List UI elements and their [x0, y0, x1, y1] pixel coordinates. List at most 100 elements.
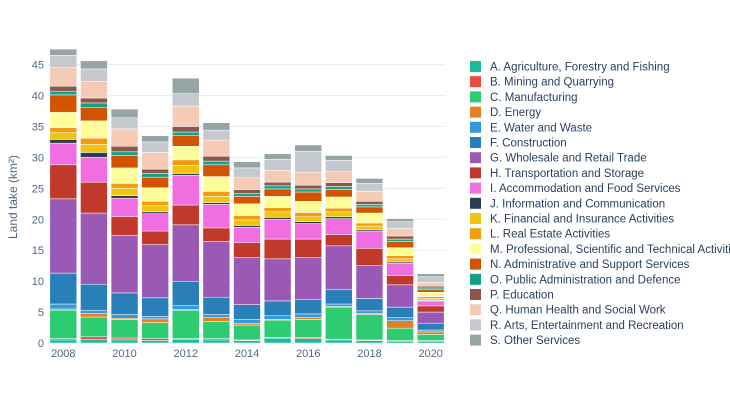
- bar-segment: [141, 173, 169, 178]
- legend-label: H. Transportation and Storage: [490, 168, 644, 180]
- legend-item[interactable]: P. Education: [470, 289, 554, 302]
- bar-segment: [325, 182, 353, 187]
- bar-segment: [172, 165, 200, 174]
- legend-item[interactable]: H. Transportation and Storage: [470, 167, 644, 180]
- legend-item[interactable]: R. Arts, Entertainment and Recreation: [470, 319, 684, 332]
- bar-segment: [80, 81, 108, 99]
- bar-segment: [172, 135, 200, 147]
- legend-item[interactable]: B. Mining and Quarrying: [470, 76, 614, 89]
- x-tick-label: 2016: [296, 348, 320, 360]
- bar-segment: [416, 305, 445, 313]
- bar-segment: [233, 227, 261, 244]
- bar-segment: [355, 230, 384, 249]
- bar-stack-2015: [263, 153, 292, 344]
- bar-segment: [325, 245, 353, 291]
- legend-item[interactable]: I. Accommodation and Food Services: [470, 182, 681, 196]
- bar-segment: [325, 339, 353, 344]
- bar-segment: [294, 319, 322, 338]
- bar-segment: [80, 120, 108, 139]
- bar-segment: [263, 185, 292, 190]
- bar-segment: [233, 340, 261, 344]
- legend-item[interactable]: O. Public Administration and Defence: [470, 273, 681, 287]
- bar-segment: [355, 314, 384, 341]
- bar-segment: [355, 178, 384, 184]
- bar-segment: [202, 129, 231, 141]
- bar-segment: [416, 287, 445, 291]
- legend-item[interactable]: A. Agriculture, Forestry and Fishing: [470, 61, 670, 74]
- bar-segment: [325, 211, 353, 218]
- bar-segment: [263, 158, 292, 171]
- bar-segment: [233, 215, 261, 221]
- bar-segment: [110, 197, 139, 218]
- legend-label: L. Real Estate Activities: [490, 229, 610, 241]
- bar-segment: [202, 241, 231, 298]
- bar-segment: [416, 273, 445, 278]
- bar-segment: [141, 316, 169, 320]
- legend-item[interactable]: E. Water and Waste: [470, 121, 592, 135]
- bar-segment: [263, 238, 292, 260]
- bar-segment: [294, 317, 322, 320]
- legend-swatch: [470, 273, 481, 285]
- legend-item[interactable]: L. Real Estate Activities: [470, 228, 610, 241]
- bar-segment: [233, 319, 261, 324]
- legend-label: N. Administrative and Support Services: [490, 259, 690, 271]
- bar-segment: [202, 164, 231, 177]
- bar-segment: [294, 257, 322, 300]
- legend-item[interactable]: M. Professional, Scientific and Technica…: [470, 243, 730, 256]
- bar-segment: [172, 175, 200, 206]
- bar-segment: [233, 242, 261, 258]
- legend-item[interactable]: Q. Human Health and Social Work: [470, 304, 666, 317]
- bar-segment: [172, 93, 200, 107]
- bar-segment: [325, 155, 353, 161]
- bar-segment: [49, 142, 78, 166]
- bar-segment: [355, 265, 384, 299]
- y-tick-label: 20: [32, 214, 44, 226]
- bar-segment: [141, 213, 169, 232]
- bar-segment: [416, 292, 445, 297]
- bar-segment: [386, 327, 414, 341]
- bar-segment: [49, 339, 78, 344]
- bar-segment: [386, 221, 414, 229]
- legend-item[interactable]: S. Other Services: [470, 334, 580, 348]
- legend-item[interactable]: N. Administrative and Support Services: [470, 258, 690, 272]
- bar-segment: [172, 281, 200, 306]
- legend-label: E. Water and Waste: [490, 122, 592, 134]
- bar-segment: [141, 135, 169, 143]
- x-tick-label: 2014: [235, 348, 259, 360]
- legend-item[interactable]: K. Financial and Insurance Activities: [470, 213, 674, 226]
- legend-item[interactable]: G. Wholesale and Retail Trade: [470, 152, 647, 165]
- bar-stack-2011: [141, 135, 169, 344]
- bar-segment: [80, 316, 108, 338]
- bar-segment: [172, 131, 200, 136]
- legend-item[interactable]: D. Energy: [470, 106, 541, 120]
- bar-segment: [202, 296, 231, 315]
- legend-item[interactable]: J. Information and Communication: [470, 197, 665, 211]
- bar-stack-2017: [325, 155, 353, 344]
- bar-segment: [202, 317, 231, 322]
- bar-segment: [80, 157, 108, 183]
- bar-segment: [110, 292, 139, 315]
- bar-segment: [202, 122, 231, 131]
- bar-segment: [80, 137, 108, 145]
- legend-label: F. Construction: [490, 138, 567, 150]
- bar-segment: [386, 235, 414, 240]
- bar-segment: [416, 329, 445, 333]
- bar-segment: [355, 191, 384, 202]
- bar-segment: [233, 196, 261, 205]
- bar-segment: [294, 238, 322, 258]
- bar-segment: [233, 257, 261, 305]
- bar-segment: [172, 126, 200, 133]
- bar-stack-2020: [416, 273, 445, 344]
- bar-segment: [172, 305, 200, 310]
- bar-segment: [263, 153, 292, 160]
- bar-segment: [294, 299, 322, 315]
- bar-segment: [233, 177, 261, 190]
- legend-item[interactable]: F. Construction: [470, 137, 567, 150]
- legend-item[interactable]: C. Manufacturing: [470, 91, 578, 104]
- bar-segment: [416, 298, 445, 301]
- bar-segment: [202, 321, 231, 339]
- bar-stack-2018: [355, 178, 384, 344]
- bar-segment: [263, 217, 292, 220]
- legend-swatch: [470, 106, 481, 118]
- bar-segment: [325, 289, 353, 305]
